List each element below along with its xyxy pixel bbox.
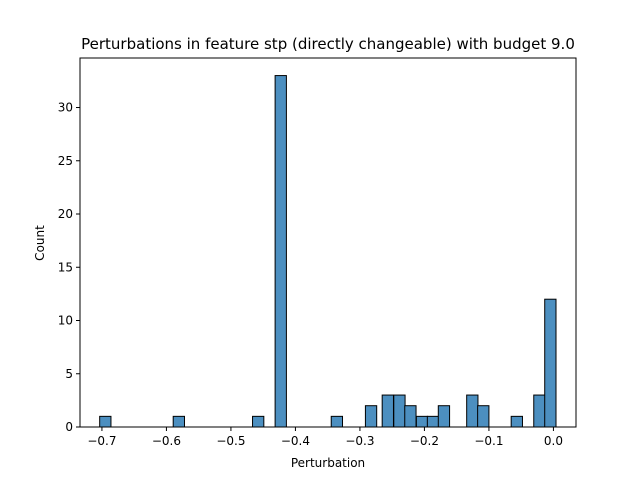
histogram-bar	[426, 415, 440, 428]
y-tick-label: 5	[65, 367, 73, 381]
histogram-bar	[477, 405, 490, 428]
y-tick-label: 15	[58, 260, 73, 274]
y-tick-label: 0	[65, 420, 73, 434]
x-tick-label: −0.5	[216, 434, 245, 448]
histogram-bar	[533, 394, 546, 428]
axes-layer: −0.7 −0.6 −0.5 −0.4 −0.3 −0.2 −0.1 0.0 0 5 10 15 20 2…	[58, 57, 577, 448]
histogram-bar	[252, 415, 265, 428]
x-axis-title: Perturbation	[291, 456, 365, 470]
x-tick-label: −0.2	[410, 434, 439, 448]
x-tick-label: −0.3	[345, 434, 374, 448]
x-tick-label: −0.6	[152, 434, 181, 448]
histogram-bar	[381, 394, 394, 428]
x-tick-label: 0.0	[544, 434, 563, 448]
y-tick-label: 20	[58, 207, 73, 221]
histogram-bar	[544, 298, 557, 428]
histogram-bar	[437, 405, 451, 428]
y-tick-label: 30	[58, 101, 73, 115]
chart-title: Perturbations in feature stp (directly c…	[81, 35, 575, 53]
x-tick-label: −0.7	[87, 434, 116, 448]
y-tick-label: 25	[58, 154, 73, 168]
y-axis-title: Count	[33, 225, 47, 261]
y-tick-label: 10	[58, 314, 73, 328]
x-tick-label: −0.4	[281, 434, 310, 448]
histogram-bar	[404, 405, 417, 428]
histogram-bar	[330, 415, 344, 428]
axes-frame	[79, 57, 577, 428]
x-tick-label: −0.1	[474, 434, 503, 448]
histogram-bar	[274, 75, 287, 428]
histogram-bar	[415, 415, 429, 428]
histogram-bar	[172, 415, 185, 428]
histogram-bar	[393, 394, 406, 428]
histogram-bar	[466, 394, 479, 428]
histogram-bar	[364, 405, 378, 428]
histogram-bar	[510, 415, 523, 428]
histogram-bar	[99, 415, 112, 428]
